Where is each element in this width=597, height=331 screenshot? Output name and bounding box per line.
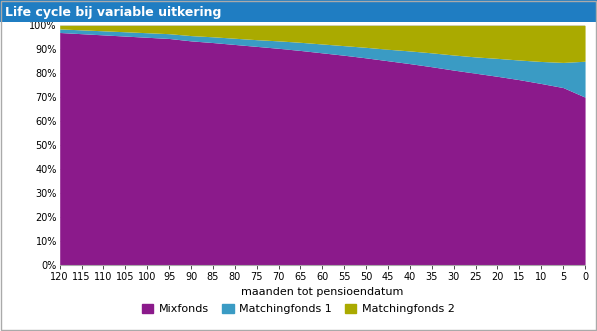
Text: Life cycle bij variable uitkering: Life cycle bij variable uitkering: [5, 6, 221, 19]
Legend: Mixfonds, Matchingfonds 1, Matchingfonds 2: Mixfonds, Matchingfonds 1, Matchingfonds…: [138, 300, 459, 319]
X-axis label: maanden tot pensioendatum: maanden tot pensioendatum: [241, 287, 404, 297]
